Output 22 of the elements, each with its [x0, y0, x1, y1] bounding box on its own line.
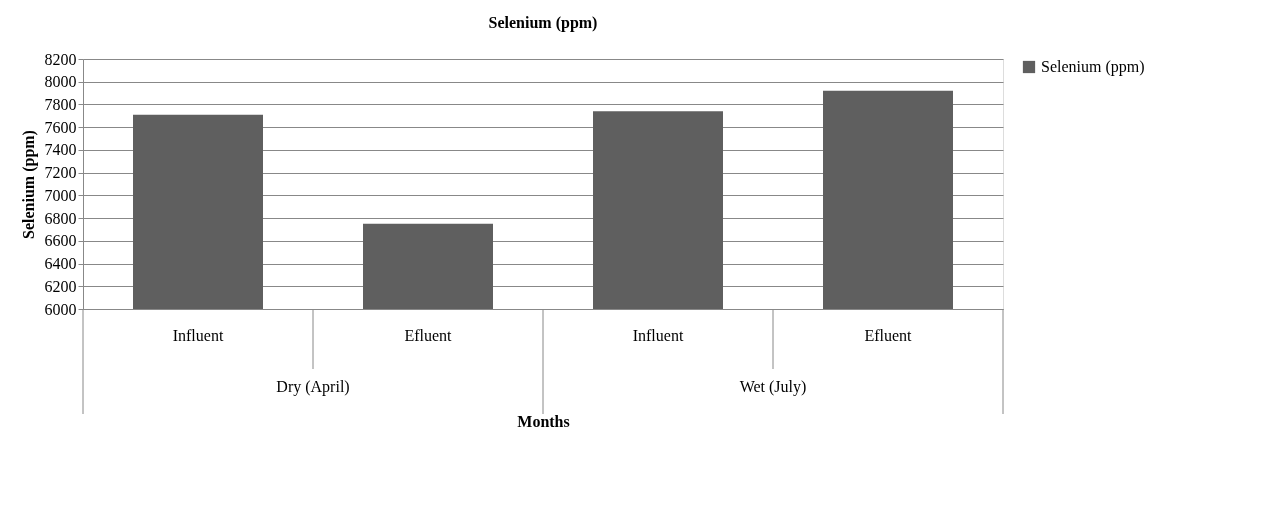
- y-tick-label: 7600: [44, 118, 77, 136]
- y-tick-label: 7200: [44, 164, 77, 182]
- x-axis-title: Months: [517, 412, 570, 430]
- y-tick-label: 7000: [44, 186, 77, 204]
- y-tick-label: 8200: [44, 50, 77, 68]
- x-tick-label: Influent: [632, 326, 684, 344]
- y-tick-label: 7800: [44, 95, 77, 113]
- y-tick-label: 7400: [44, 141, 77, 159]
- x-tick-label: Efluent: [404, 326, 453, 344]
- y-tick-label: 6800: [44, 209, 77, 227]
- chart-title: Selenium (ppm): [488, 14, 598, 32]
- text: Dry (April): [276, 378, 350, 396]
- y-tick-label: 6400: [44, 255, 77, 273]
- y-tick-label: 6600: [44, 232, 77, 250]
- x-tick-label: Influent: [172, 326, 224, 344]
- text: Wet (July): [739, 378, 807, 396]
- y-tick-label: 6200: [44, 277, 77, 295]
- y-tick-label: 8000: [44, 73, 77, 91]
- y-axis-title: Selenium (ppm): [19, 130, 38, 239]
- y-tick-label: 6000: [44, 300, 77, 318]
- legend-label: Selenium (ppm): [1041, 58, 1145, 76]
- x-tick-label: Efluent: [864, 326, 913, 344]
